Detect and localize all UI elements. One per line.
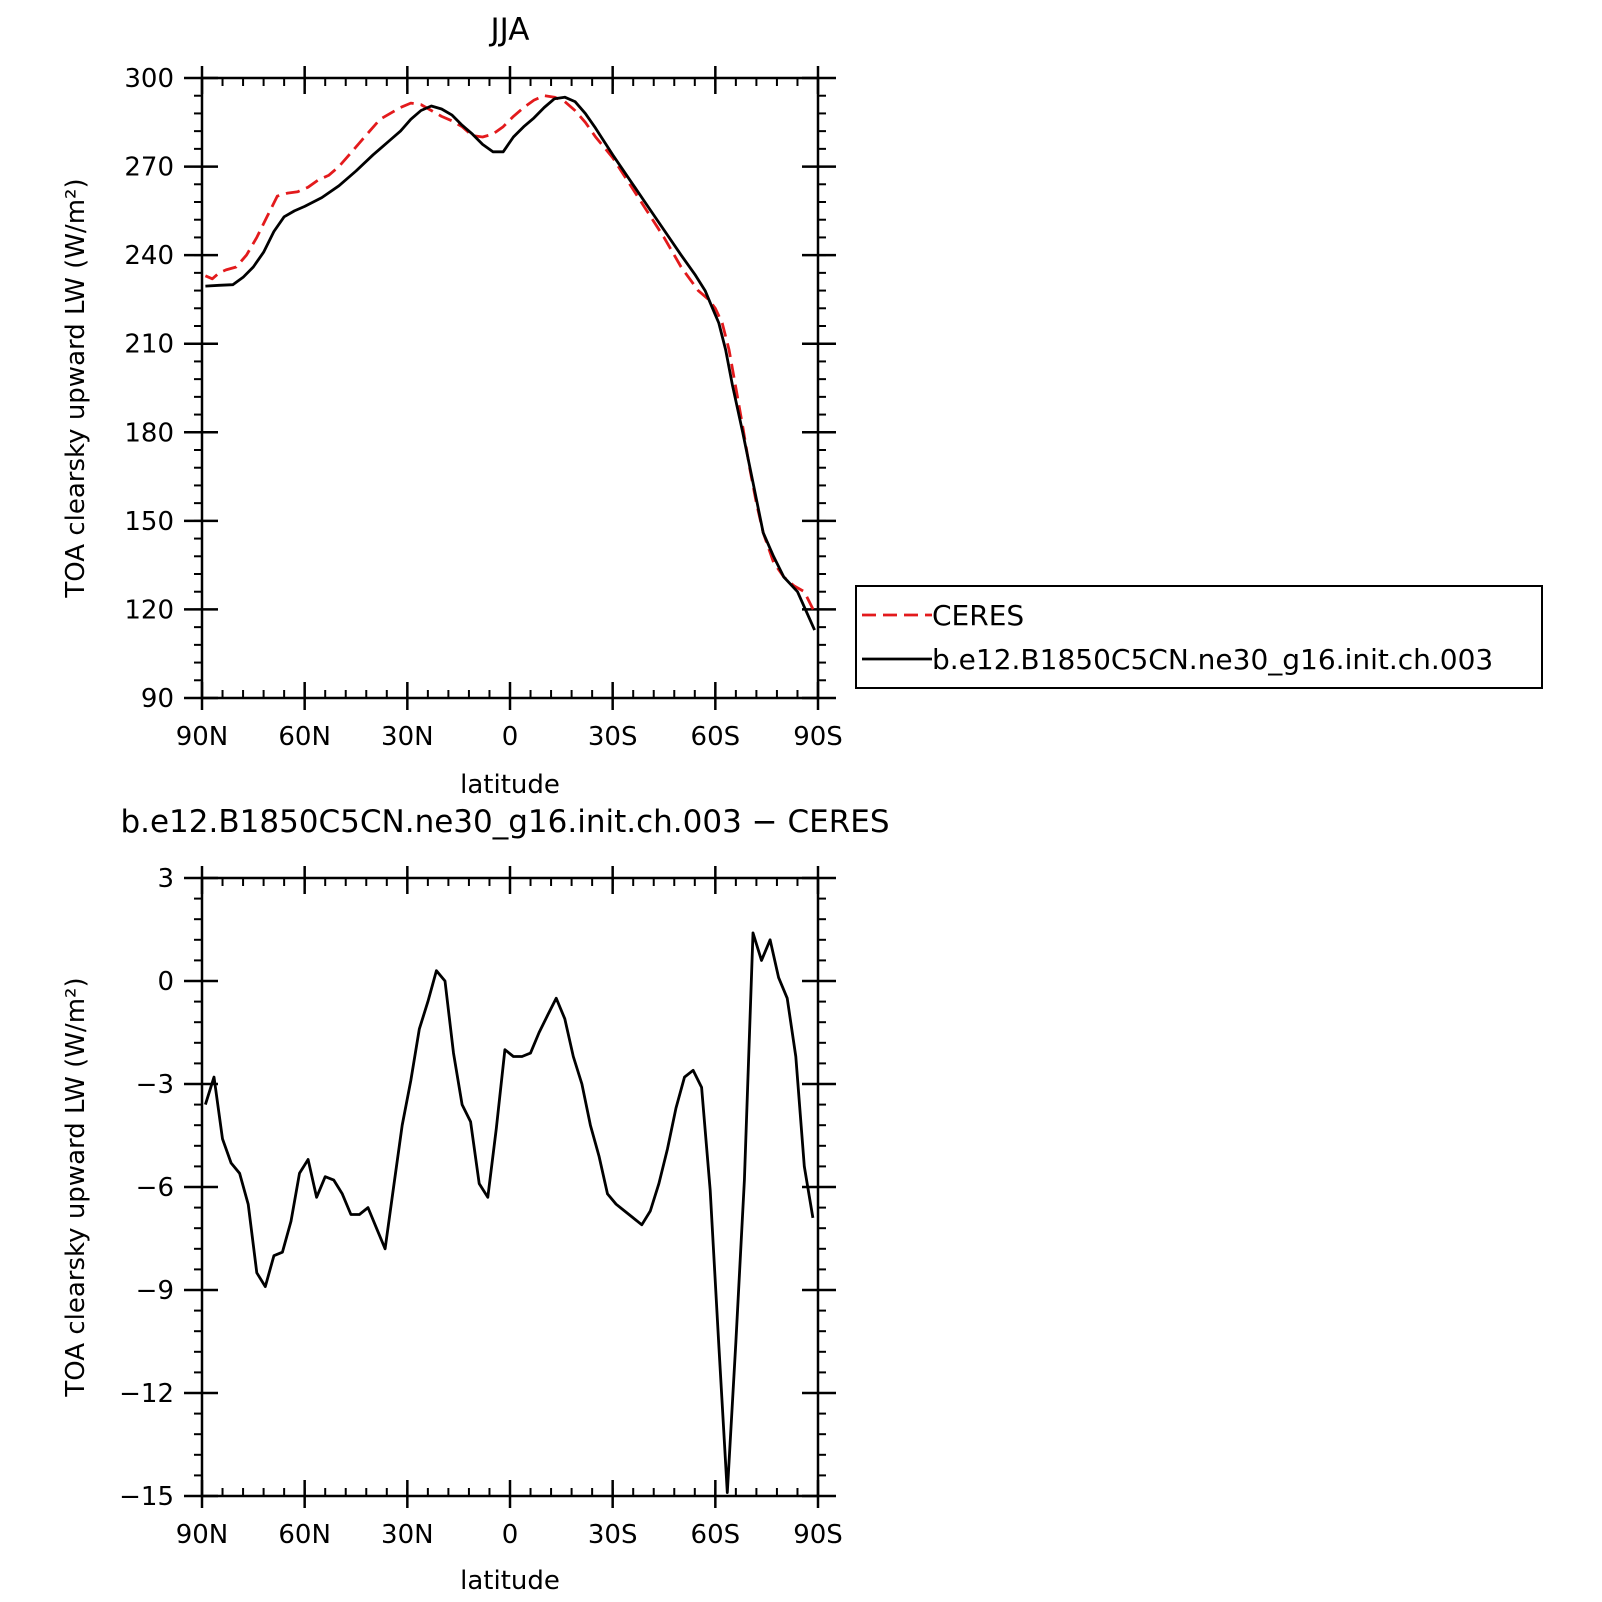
y-tick-label: 210 [124,330,174,360]
y-tick-label: 90 [141,684,174,714]
x-tick-label: 0 [502,1520,519,1550]
y-tick-label: −9 [136,1276,174,1306]
y-tick-label: 120 [124,595,174,625]
y-tick-label: 3 [157,864,174,894]
y-tick-label: 180 [124,418,174,448]
x-axis-label: latitude [460,1566,560,1596]
x-tick-label: 90N [176,1520,229,1550]
x-tick-label: 60S [691,1520,741,1550]
legend-label: CERES [932,599,1024,632]
plot-frame [200,876,820,1498]
x-axis-label: latitude [460,770,560,800]
series-line-0 [204,931,815,1494]
x-tick-label: 0 [502,722,519,752]
x-tick-label: 30N [381,722,434,752]
x-tick-label: 90S [793,722,843,752]
legend-label: b.e12.B1850C5CN.ne30_g16.init.ch.003 [932,643,1493,676]
x-tick-label: 30N [381,1520,434,1550]
y-tick-label: −6 [136,1173,174,1203]
bottom-panel: 90N 60N 30N 0 30S 60S 90S 3 0 −3 −6 −9 −12 −15 b.e12.B… [61,804,890,1596]
y-tick-label: −12 [119,1379,174,1409]
x-tick-label: 30S [588,722,638,752]
series-line-b-e12-b1850c5cn-ne30-g16-init-ch-003 [205,95,816,631]
legend: CERES b.e12.B1850C5CN.ne30_g16.init.ch.00… [855,585,1543,689]
y-axis-label: TOA clearsky upward LW (W/m²) [61,977,91,1397]
chart-title: b.e12.B1850C5CN.ne30_g16.init.ch.003 − C… [120,804,889,840]
series-line-ceres [204,94,816,614]
y-tick-label: −15 [119,1482,174,1512]
x-tick-label: 90N [176,722,229,752]
y-tick-label: 150 [124,507,174,537]
x-tick-label: 30S [588,1520,638,1550]
y-tick-label: 240 [124,241,174,271]
y-axis-label: TOA clearsky upward LW (W/m²) [61,178,91,598]
x-tick-label: 90S [793,1520,843,1550]
plot-frame [200,76,820,700]
y-tick-label: −3 [136,1070,174,1100]
chart-title: JJA [489,12,530,48]
x-tick-label: 60N [278,1520,331,1550]
y-tick-label: 270 [124,153,174,183]
y-tick-label: 300 [124,64,174,94]
legend-box [855,585,1543,689]
top-panel: 90N 60N 30N 0 30S 60S 90S 90 120 150 180 210 240 270 3… [61,12,843,800]
x-tick-label: 60S [691,722,741,752]
x-tick-label: 60N [278,722,331,752]
y-tick-label: 0 [157,967,174,997]
